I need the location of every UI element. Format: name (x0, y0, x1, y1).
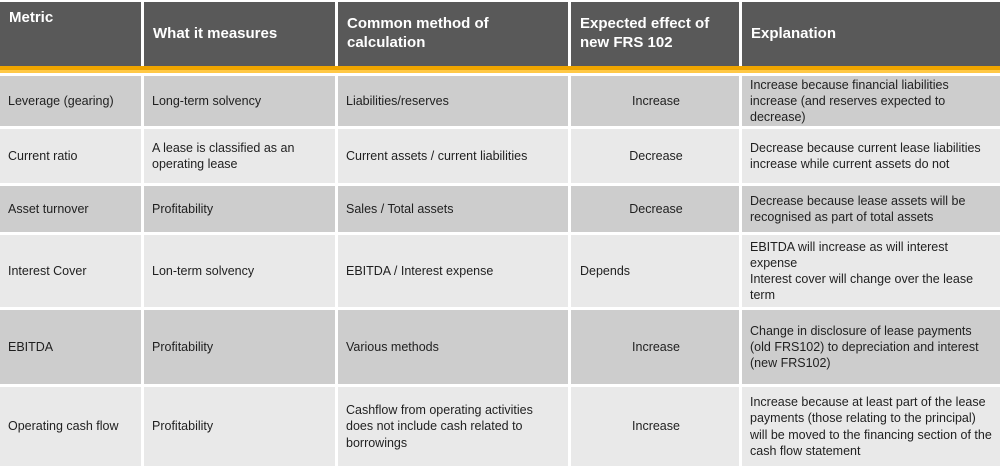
table-body: Leverage (gearing) Long-term solvency Li… (0, 76, 1000, 466)
cell-effect: Decrease (571, 186, 739, 232)
cell-explanation: Increase because financial liabilities i… (742, 76, 1000, 126)
cell-calculation: Various methods (338, 310, 568, 384)
cell-explanation: Decrease because lease assets will be re… (742, 186, 1000, 232)
cell-calculation: EBITDA / Interest expense (338, 235, 568, 307)
cell-metric: EBITDA (0, 310, 141, 384)
cell-explanation: Increase because at least part of the le… (742, 387, 1000, 466)
cell-effect: Increase (571, 76, 739, 126)
cell-metric: Asset turnover (0, 186, 141, 232)
cell-metric: Operating cash flow (0, 387, 141, 466)
cell-metric: Leverage (gearing) (0, 76, 141, 126)
cell-effect: Decrease (571, 129, 739, 183)
column-header-measures: What it measures (144, 2, 335, 66)
cell-measures: Profitability (144, 186, 335, 232)
column-header-metric: Metric (0, 2, 141, 66)
cell-measures: Long-term solvency (144, 76, 335, 126)
accent-divider (0, 66, 1000, 73)
cell-metric: Interest Cover (0, 235, 141, 307)
table-header-row: Metric What it measures Common method of… (0, 2, 1000, 66)
cell-measures: Profitability (144, 310, 335, 384)
column-header-calculation: Common method of calculation (338, 2, 568, 66)
cell-explanation: Change in disclosure of lease payments (… (742, 310, 1000, 384)
column-header-explanation: Explanation (742, 2, 1000, 66)
cell-measures: Lon-term solvency (144, 235, 335, 307)
cell-effect: Depends (571, 235, 739, 307)
cell-explanation: EBITDA will increase as will interest ex… (742, 235, 1000, 307)
cell-measures: A lease is classified as an operating le… (144, 129, 335, 183)
cell-calculation: Cashflow from operating activities does … (338, 387, 568, 466)
cell-effect: Increase (571, 310, 739, 384)
column-header-effect: Expected effect of new FRS 102 (571, 2, 739, 66)
cell-calculation: Sales / Total assets (338, 186, 568, 232)
cell-calculation: Liabilities/reserves (338, 76, 568, 126)
cell-measures: Profitability (144, 387, 335, 466)
cell-explanation: Decrease because current lease liabiliti… (742, 129, 1000, 183)
cell-metric: Current ratio (0, 129, 141, 183)
cell-effect: Increase (571, 387, 739, 466)
cell-calculation: Current assets / current liabilities (338, 129, 568, 183)
